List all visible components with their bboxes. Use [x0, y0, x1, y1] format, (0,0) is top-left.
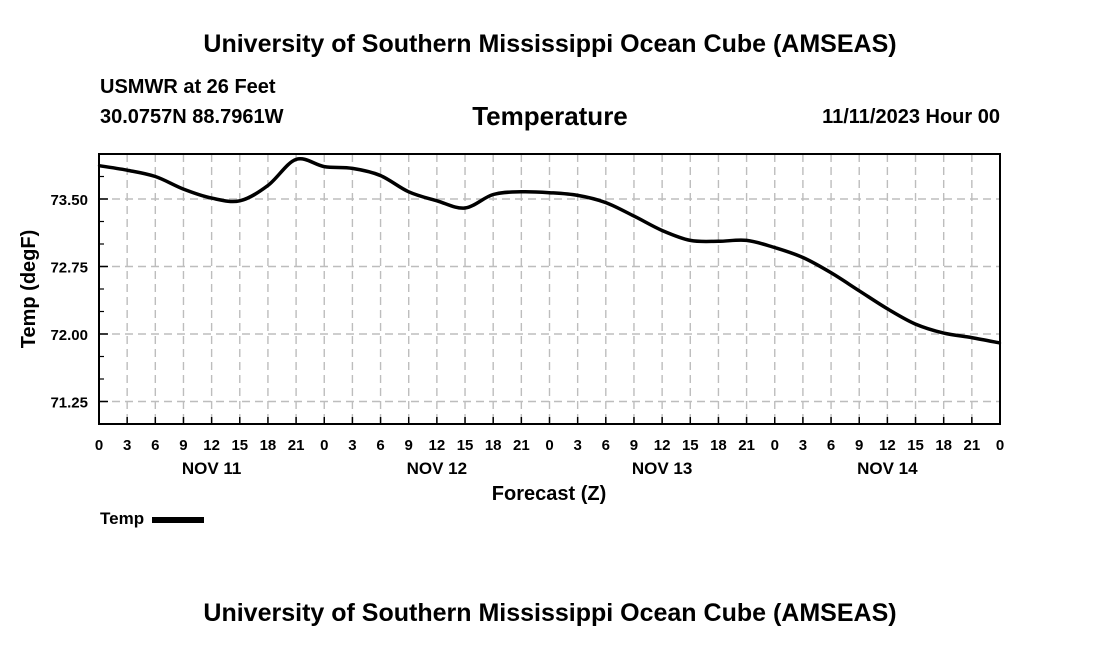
- data-point: [463, 206, 467, 210]
- series-layer: [97, 157, 1002, 345]
- data-point: [182, 187, 185, 191]
- data-point: [914, 322, 917, 326]
- data-point: [660, 229, 664, 232]
- x-tick-label: 6: [151, 437, 159, 454]
- axis-labels: 0 3 6 9 12 15 18 21 0 3 6 9 12 15 18 21 0 3 6 9 12 15 18 21 0 3 6 9…: [50, 192, 1004, 478]
- x-tick-label: 21: [964, 437, 981, 454]
- x-tick-label: 21: [288, 437, 305, 454]
- x-tick-label: 15: [907, 437, 924, 454]
- x-tick-label: 12: [429, 437, 446, 454]
- data-point: [435, 199, 439, 202]
- x-tick-label: 0: [545, 437, 553, 454]
- data-point: [379, 174, 382, 177]
- data-point: [351, 167, 354, 170]
- x-tick-label: 9: [179, 437, 187, 454]
- data-point: [294, 158, 298, 161]
- data-point: [548, 191, 551, 194]
- data-point: [632, 214, 636, 218]
- x-tick-label: 0: [771, 437, 779, 454]
- coordinates-label: 30.0757N 88.7961W: [100, 106, 284, 128]
- data-point: [689, 239, 692, 242]
- x-tick-label: 6: [376, 437, 384, 454]
- data-point: [886, 307, 889, 310]
- date-hour-label: 11/11/2023 Hour 00: [822, 106, 1000, 128]
- x-tick-label: 15: [682, 437, 699, 454]
- data-point: [210, 196, 213, 200]
- x-tick-label: 12: [654, 437, 671, 454]
- data-point: [520, 190, 523, 193]
- x-tick-label: 3: [573, 437, 581, 454]
- x-tick-label: 18: [260, 437, 277, 454]
- data-point: [604, 201, 608, 204]
- legend-label: Temp: [100, 509, 145, 528]
- x-tick-label: 12: [203, 437, 220, 454]
- data-point: [407, 190, 410, 193]
- x-tick-label: 3: [123, 437, 131, 454]
- y-tick-label: 73.50: [50, 192, 88, 209]
- data-point: [829, 271, 833, 274]
- y-tick-label: 72.75: [50, 260, 88, 277]
- data-point: [942, 331, 945, 335]
- x-tick-label: 3: [348, 437, 356, 454]
- x-tick-label: 6: [827, 437, 835, 454]
- legend-swatch: [152, 517, 205, 523]
- station-label: USMWR at 26 Feet: [100, 76, 276, 98]
- data-point: [773, 246, 776, 249]
- chart-variable-title: Temperature: [472, 101, 628, 131]
- axis-ticks: [98, 175, 1001, 424]
- day-label: NOV 13: [632, 459, 692, 478]
- x-tick-label: 15: [457, 437, 474, 454]
- x-tick-label: 21: [513, 437, 530, 454]
- data-point: [491, 193, 495, 196]
- data-point: [323, 165, 326, 168]
- x-tick-label: 9: [405, 437, 413, 454]
- x-tick-label: 9: [630, 437, 638, 454]
- x-tick-label: 0: [320, 437, 328, 454]
- x-tick-label: 18: [935, 437, 952, 454]
- x-axis-label: Forecast (Z): [492, 483, 606, 505]
- data-point: [717, 240, 720, 243]
- y-axis-label: Temp (degF): [18, 230, 40, 349]
- data-point: [238, 199, 241, 202]
- data-point: [266, 184, 270, 187]
- x-tick-label: 3: [799, 437, 807, 454]
- data-point: [576, 194, 579, 197]
- x-tick-label: 18: [485, 437, 502, 454]
- day-label: NOV 11: [182, 459, 242, 478]
- legend: Temp: [100, 509, 205, 529]
- x-tick-label: 0: [95, 437, 103, 454]
- data-point: [801, 256, 805, 259]
- data-point: [745, 239, 748, 242]
- x-tick-label: 15: [231, 437, 248, 454]
- y-tick-label: 71.25: [50, 395, 88, 412]
- x-tick-label: 21: [738, 437, 755, 454]
- y-tick-label: 72.00: [50, 327, 88, 344]
- data-point: [125, 169, 129, 172]
- data-point: [858, 289, 861, 292]
- data-point: [154, 175, 157, 178]
- x-tick-label: 6: [602, 437, 610, 454]
- grid-lines: [99, 154, 1000, 424]
- day-label: NOV 14: [857, 459, 918, 478]
- data-point: [970, 336, 974, 339]
- x-tick-label: 12: [879, 437, 896, 454]
- chart-main-title: University of Southern Mississippi Ocean…: [203, 30, 897, 58]
- chart-footer-title: University of Southern Mississippi Ocean…: [203, 599, 897, 627]
- x-tick-label: 9: [855, 437, 863, 454]
- x-tick-label: 0: [996, 437, 1004, 454]
- day-label: NOV 12: [407, 459, 467, 478]
- x-tick-label: 18: [710, 437, 727, 454]
